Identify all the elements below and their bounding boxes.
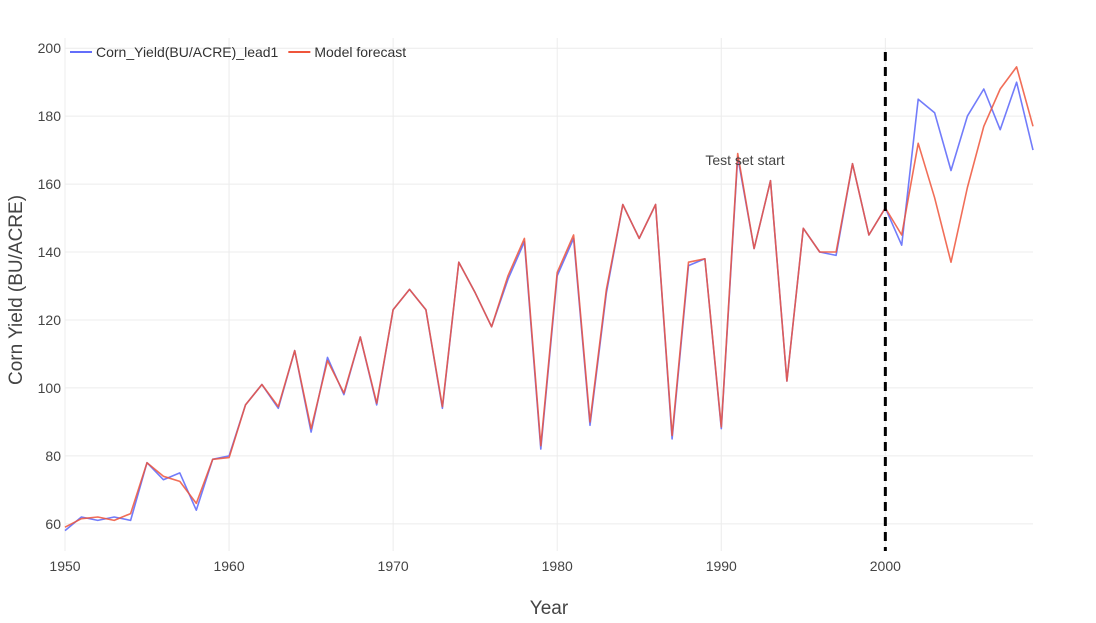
x-tick-label: 1990: [706, 558, 737, 574]
gridlines: [64, 38, 1033, 551]
y-axis-title: Corn Yield (BU/ACRE): [6, 195, 27, 385]
x-axis-title: Year: [530, 598, 569, 619]
legend-entry: Model forecast: [314, 44, 406, 60]
y-tick-label: 80: [45, 448, 61, 464]
series-lines: [64, 66, 1034, 532]
y-tick-label: 120: [38, 312, 62, 328]
x-tick-label: 1950: [49, 558, 80, 574]
y-tick-label: 200: [38, 40, 62, 56]
series-line-actual: [64, 81, 1034, 532]
y-tick-label: 100: [38, 380, 62, 396]
x-tick-label: 1960: [213, 558, 244, 574]
legend: Corn_Yield(BU/ACRE)_lead1 Model forecast: [70, 44, 406, 60]
x-tick-label: 1970: [378, 558, 409, 574]
annotation-label: Test set start: [705, 152, 784, 168]
annotations: Test set start: [705, 52, 887, 551]
y-tick-label: 160: [38, 176, 62, 192]
x-tick-label: 2000: [870, 558, 901, 574]
y-axis-ticks: 60 80 100 120 140 160 180 200: [38, 40, 62, 532]
x-tick-label: 1980: [542, 558, 573, 574]
legend-entry: Corn_Yield(BU/ACRE)_lead1: [96, 44, 279, 60]
y-tick-label: 180: [38, 108, 62, 124]
x-axis-ticks: 1950 1960 1970 1980 1990 2000: [49, 558, 901, 574]
y-tick-label: 140: [38, 244, 62, 260]
y-tick-label: 60: [45, 516, 61, 532]
series-line-forecast: [64, 66, 1034, 528]
